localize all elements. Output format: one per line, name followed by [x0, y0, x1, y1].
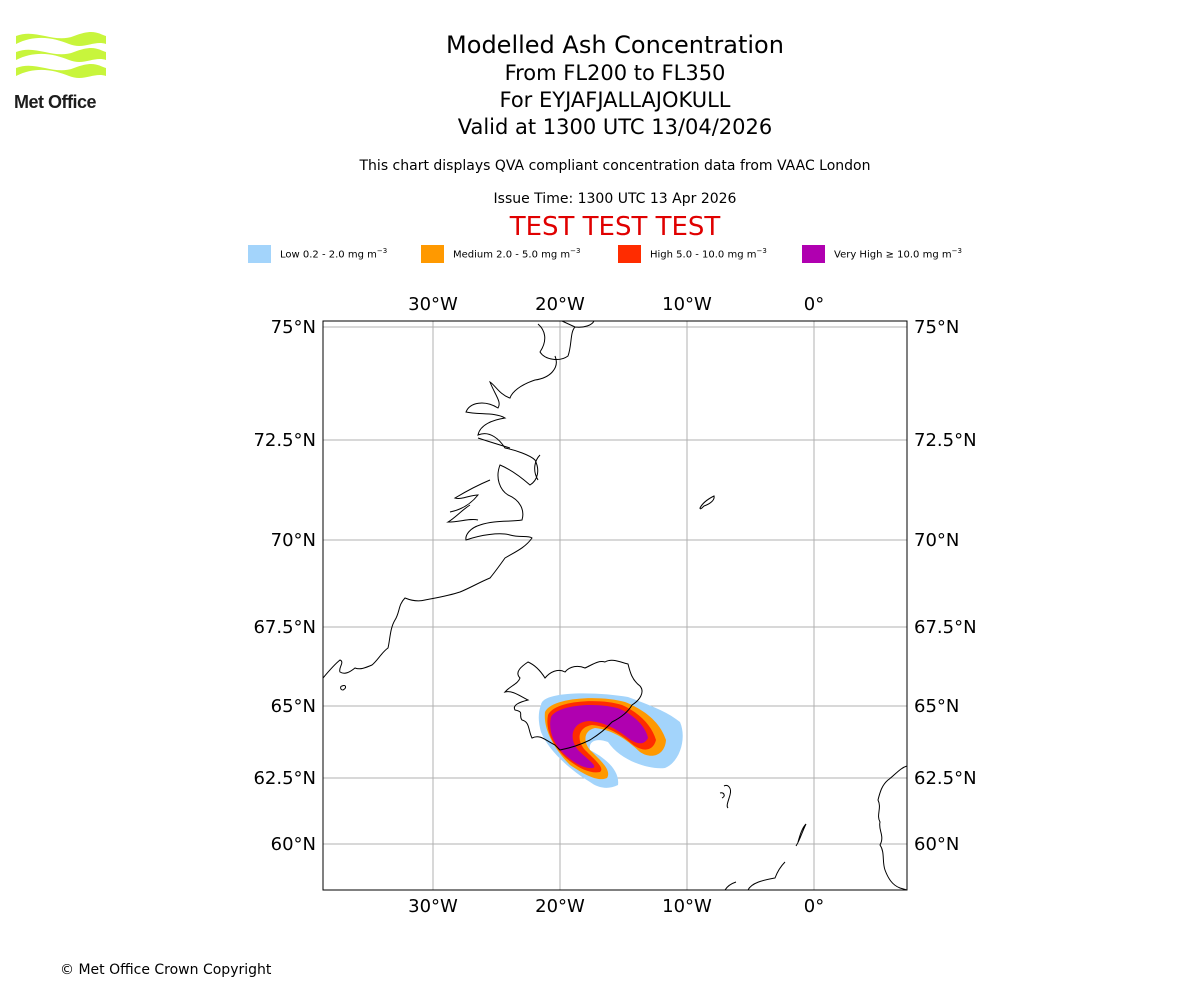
- legend-exp-low: −3: [376, 247, 388, 256]
- coastline-shetland: [795, 823, 807, 847]
- legend-swatch-low: [248, 245, 271, 263]
- lat-label-left: 62.5°N: [253, 768, 316, 789]
- coastline-norway: [877, 765, 907, 890]
- met-office-waves-icon: [16, 31, 106, 78]
- legend-item-medium: Medium 2.0 - 5.0 mg m−3: [421, 244, 580, 264]
- legend-label-very-high: Very High ≥ 10.0 mg m: [834, 249, 952, 261]
- coastline-jan-mayen: [699, 495, 715, 510]
- legend-label-medium: Medium 2.0 - 5.0 mg m: [453, 249, 571, 261]
- lon-label-bottom: 10°W: [662, 896, 712, 917]
- coastlines: [323, 321, 907, 890]
- lon-label-top: 30°W: [408, 294, 458, 315]
- test-banner: TEST TEST TEST: [509, 212, 721, 242]
- legend-label-low: Low 0.2 - 2.0 mg m: [280, 249, 377, 261]
- legend-exp-very-high: −3: [951, 247, 962, 256]
- lat-label-left: 65°N: [271, 696, 316, 717]
- flight-levels: From FL200 to FL350: [504, 61, 726, 85]
- map-frame: [322, 320, 908, 891]
- legend-item-low: Low 0.2 - 2.0 mg m−3: [248, 244, 387, 264]
- axis-labels: 30°W 20°W 10°W 0° 30°W 20°W 10°W 0° 75°N…: [253, 294, 976, 917]
- logo-text: Met Office: [14, 92, 97, 112]
- legend: Low 0.2 - 2.0 mg m−3 Medium 2.0 - 5.0 mg…: [0, 244, 1200, 264]
- ash-contour-very-high: [550, 705, 648, 769]
- lon-label-top: 0°: [804, 294, 824, 315]
- coastline-greenland-island: [340, 685, 346, 691]
- chart-title: Modelled Ash Concentration: [446, 31, 784, 59]
- legend-item-high: High 5.0 - 10.0 mg m−3: [618, 244, 767, 264]
- ash-plume: [538, 693, 683, 788]
- legend-exp-high: −3: [756, 247, 767, 256]
- lon-label-bottom: 0°: [804, 896, 824, 917]
- valid-time: Valid at 1300 UTC 13/04/2026: [457, 115, 773, 139]
- legend-label-high: High 5.0 - 10.0 mg m: [650, 249, 757, 261]
- issue-time: Issue Time: 1300 UTC 13 Apr 2026: [493, 191, 737, 207]
- lat-label-right: 62.5°N: [914, 768, 977, 789]
- lat-label-right: 67.5°N: [914, 617, 977, 638]
- qva-note: This chart displays QVA compliant concen…: [359, 158, 871, 174]
- legend-exp-medium: −3: [570, 247, 581, 256]
- lat-label-left: 67.5°N: [253, 617, 316, 638]
- coastline-scotland: [724, 861, 786, 890]
- lat-label-right: 72.5°N: [914, 430, 977, 451]
- lat-label-right: 75°N: [914, 317, 959, 338]
- lat-label-right: 65°N: [914, 696, 959, 717]
- lat-label-left: 70°N: [271, 530, 316, 551]
- lon-label-bottom: 20°W: [535, 896, 585, 917]
- lat-label-left: 60°N: [271, 834, 316, 855]
- legend-item-very-high: Very High ≥ 10.0 mg m−3: [802, 244, 962, 264]
- copyright: © Met Office Crown Copyright: [60, 962, 272, 978]
- coastline-greenland-fjord: [449, 437, 511, 513]
- lat-label-right: 60°N: [914, 834, 959, 855]
- coastline-faroe: [719, 785, 731, 809]
- lat-label-left: 72.5°N: [253, 430, 316, 451]
- volcano-name: For EYJAFJALLAJOKULL: [499, 88, 731, 112]
- coastline-iceland: [503, 659, 643, 751]
- title-block: Modelled Ash Concentration From FL200 to…: [315, 30, 915, 141]
- lat-label-right: 70°N: [914, 530, 959, 551]
- legend-swatch-very-high: [802, 245, 825, 263]
- met-office-logo: Met Office: [14, 30, 109, 112]
- gridlines: [323, 321, 907, 890]
- coastline-greenland: [323, 321, 595, 679]
- lon-label-bottom: 30°W: [408, 896, 458, 917]
- lon-label-top: 10°W: [662, 294, 712, 315]
- legend-swatch-medium: [421, 245, 444, 263]
- lon-label-top: 20°W: [535, 294, 585, 315]
- legend-swatch-high: [618, 245, 641, 263]
- lat-label-left: 75°N: [271, 317, 316, 338]
